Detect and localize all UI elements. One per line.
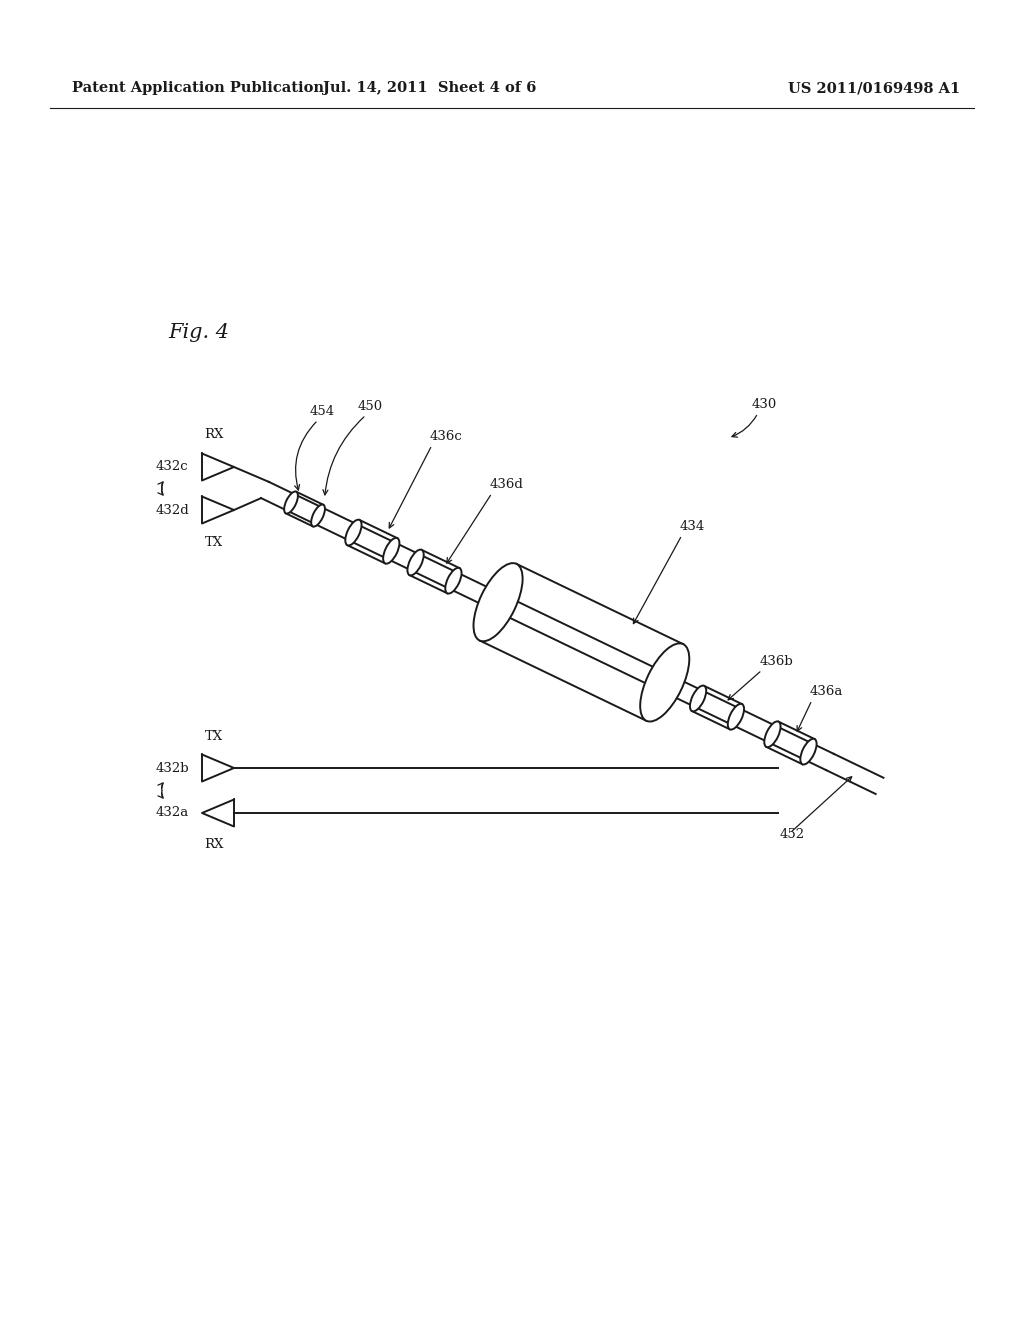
Ellipse shape (728, 704, 744, 730)
Text: 452: 452 (780, 828, 805, 841)
Text: 432d: 432d (156, 503, 189, 516)
Ellipse shape (690, 685, 707, 711)
Ellipse shape (345, 520, 361, 545)
Text: 434: 434 (680, 520, 706, 533)
Text: 436d: 436d (490, 478, 524, 491)
Text: Jul. 14, 2011  Sheet 4 of 6: Jul. 14, 2011 Sheet 4 of 6 (324, 81, 537, 95)
Ellipse shape (311, 504, 325, 527)
Text: RX: RX (205, 838, 223, 851)
Text: 430: 430 (752, 399, 777, 411)
Text: 432a: 432a (156, 807, 189, 820)
Text: 432c: 432c (156, 461, 188, 474)
Ellipse shape (408, 549, 424, 576)
Ellipse shape (764, 722, 780, 747)
Text: US 2011/0169498 A1: US 2011/0169498 A1 (787, 81, 961, 95)
Ellipse shape (445, 568, 462, 594)
Text: RX: RX (205, 429, 223, 441)
Ellipse shape (383, 539, 399, 564)
Text: Patent Application Publication: Patent Application Publication (72, 81, 324, 95)
Text: TX: TX (205, 730, 223, 742)
Text: Fig. 4: Fig. 4 (168, 322, 229, 342)
Text: TX: TX (205, 536, 223, 549)
Ellipse shape (473, 564, 522, 642)
Text: 432b: 432b (156, 762, 189, 775)
Text: 436a: 436a (810, 685, 844, 698)
Text: 436b: 436b (760, 655, 794, 668)
Text: 450: 450 (358, 400, 383, 413)
Text: 454: 454 (310, 405, 335, 418)
Ellipse shape (640, 643, 689, 722)
Text: 436c: 436c (430, 430, 463, 444)
Ellipse shape (284, 491, 298, 513)
Ellipse shape (801, 739, 816, 764)
